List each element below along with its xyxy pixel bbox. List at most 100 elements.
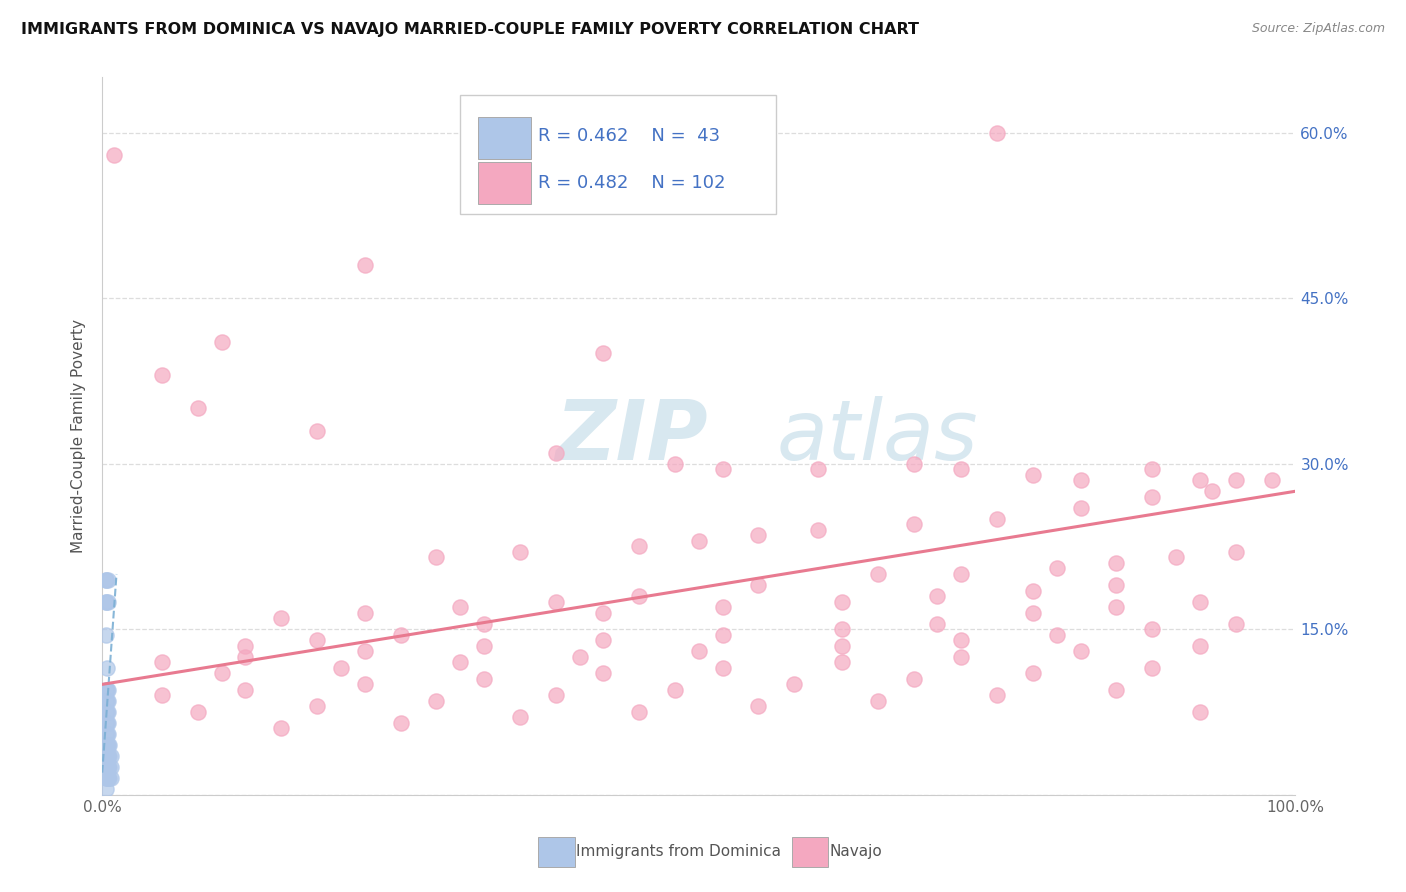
Point — [831, 622, 853, 636]
Point — [97, 738, 120, 752]
Point — [97, 573, 120, 587]
Point — [270, 722, 292, 736]
Point — [94, 682, 117, 697]
Point — [568, 649, 591, 664]
Point — [353, 258, 375, 272]
Point — [831, 639, 853, 653]
Y-axis label: Married-Couple Family Poverty: Married-Couple Family Poverty — [72, 319, 86, 553]
Point — [664, 682, 686, 697]
Point — [235, 649, 257, 664]
Point — [509, 710, 531, 724]
Point — [903, 672, 925, 686]
Point — [94, 716, 117, 731]
Point — [1188, 705, 1211, 719]
Point — [1046, 561, 1069, 575]
Point — [270, 611, 292, 625]
Point — [96, 661, 118, 675]
Point — [94, 760, 117, 774]
Point — [903, 457, 925, 471]
Point — [103, 147, 125, 161]
Point — [1070, 500, 1092, 515]
Point — [628, 540, 651, 554]
Point — [1046, 628, 1069, 642]
Point — [187, 705, 209, 719]
Point — [1225, 616, 1247, 631]
Point — [592, 633, 614, 648]
Point — [97, 682, 120, 697]
Point — [1022, 666, 1045, 681]
Point — [97, 716, 120, 731]
Point — [950, 633, 973, 648]
Point — [807, 523, 830, 537]
Point — [97, 771, 120, 785]
Point — [353, 606, 375, 620]
Point — [1022, 583, 1045, 598]
Point — [592, 666, 614, 681]
Point — [1225, 473, 1247, 487]
Point — [688, 533, 710, 548]
Point — [211, 666, 233, 681]
Point — [472, 672, 495, 686]
Point — [544, 594, 567, 608]
Point — [305, 424, 328, 438]
Point — [94, 705, 117, 719]
Point — [353, 677, 375, 691]
Point — [97, 705, 120, 719]
Point — [94, 594, 117, 608]
Point — [96, 727, 118, 741]
Point — [1188, 639, 1211, 653]
Point — [950, 462, 973, 476]
Point — [235, 639, 257, 653]
Point — [96, 738, 118, 752]
Point — [711, 462, 734, 476]
Point — [747, 528, 769, 542]
Point — [97, 594, 120, 608]
Point — [94, 573, 117, 587]
Point — [449, 600, 471, 615]
Point — [1105, 600, 1128, 615]
Text: ZIP: ZIP — [555, 395, 709, 476]
Point — [96, 749, 118, 764]
Point — [1105, 556, 1128, 570]
Point — [831, 655, 853, 669]
Point — [305, 699, 328, 714]
Point — [544, 689, 567, 703]
Point — [389, 628, 412, 642]
Point — [425, 694, 447, 708]
Point — [94, 573, 117, 587]
Point — [544, 445, 567, 459]
Point — [94, 738, 117, 752]
Point — [628, 589, 651, 603]
Point — [747, 699, 769, 714]
Point — [150, 368, 173, 383]
Point — [1201, 484, 1223, 499]
Point — [94, 694, 117, 708]
Point — [97, 694, 120, 708]
Point — [711, 628, 734, 642]
Point — [1142, 490, 1164, 504]
Text: R = 0.482    N = 102: R = 0.482 N = 102 — [537, 174, 725, 192]
Text: Source: ZipAtlas.com: Source: ZipAtlas.com — [1251, 22, 1385, 36]
Point — [1188, 473, 1211, 487]
Point — [866, 694, 889, 708]
Point — [96, 682, 118, 697]
Point — [97, 749, 120, 764]
Point — [98, 760, 121, 774]
Point — [96, 760, 118, 774]
Point — [986, 126, 1008, 140]
Point — [783, 677, 806, 691]
Point — [187, 401, 209, 416]
Point — [389, 716, 412, 731]
Point — [97, 727, 120, 741]
Point — [98, 738, 121, 752]
Point — [509, 545, 531, 559]
Point — [98, 749, 121, 764]
Text: Immigrants from Dominica: Immigrants from Dominica — [576, 845, 782, 859]
Text: Navajo: Navajo — [830, 845, 883, 859]
Point — [1022, 606, 1045, 620]
Point — [664, 457, 686, 471]
Point — [96, 694, 118, 708]
Point — [592, 346, 614, 360]
Point — [100, 760, 122, 774]
Point — [353, 644, 375, 658]
